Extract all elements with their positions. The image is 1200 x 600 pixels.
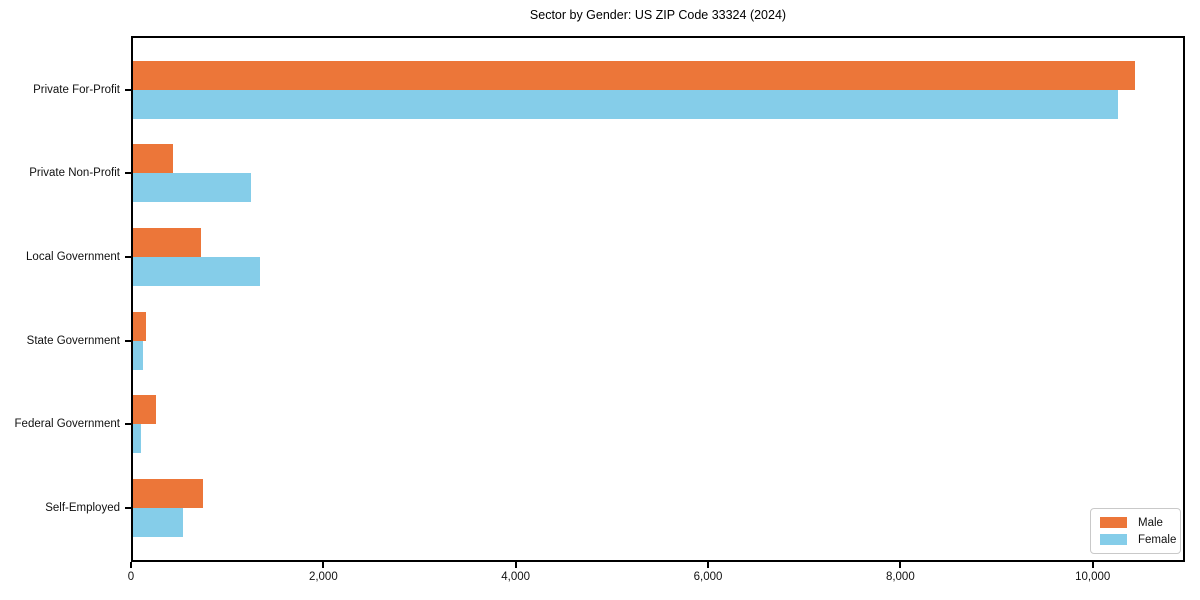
bar-male-federal-government	[133, 395, 156, 425]
y-tick-label-state-government: State Government	[26, 334, 120, 347]
bar-male-self-employed	[133, 479, 203, 508]
legend-swatch-male-icon	[1100, 517, 1127, 528]
y-tick-mark	[125, 172, 131, 175]
x-tick-label-0: 0	[127, 571, 135, 583]
bar-female-local-government	[133, 256, 260, 286]
x-tick-label-4000: 4,000	[501, 571, 531, 583]
y-tick-label-private-non-profit: Private Non-Profit	[29, 167, 120, 180]
y-tick-label-self-employed: Self-Employed	[45, 502, 120, 514]
bar-female-private-non-profit	[133, 173, 251, 203]
x-tick-label-8000: 8,000	[885, 571, 915, 583]
legend-entry-male: Male	[1100, 514, 1171, 531]
y-tick-mark	[125, 339, 131, 342]
chart-title: Sector by Gender: US ZIP Code 33324 (202…	[529, 8, 787, 22]
bar-male-private-non-profit	[133, 144, 173, 174]
x-tick-label-10000: 10,000	[1075, 571, 1111, 583]
bar-male-state-government	[133, 311, 146, 341]
x-tick-mark	[322, 562, 325, 568]
legend-label-female: Female	[1138, 533, 1177, 546]
legend: Male Female	[1090, 508, 1181, 554]
bar-male-private-for-profit	[133, 60, 1135, 90]
legend-entry-female: Female	[1100, 531, 1176, 548]
x-tick-mark	[707, 562, 709, 568]
y-tick-mark	[125, 423, 131, 426]
bar-female-state-government	[133, 340, 143, 370]
x-tick-mark	[1091, 562, 1094, 568]
bar-male-local-government	[133, 227, 201, 257]
y-tick-mark	[125, 88, 131, 91]
bar-female-private-for-profit	[133, 89, 1118, 119]
y-tick-mark	[125, 255, 131, 258]
plot-area	[131, 36, 1185, 562]
x-tick-mark	[130, 562, 132, 568]
x-tick-mark	[514, 562, 517, 568]
y-tick-mark	[125, 507, 131, 509]
legend-swatch-female-icon	[1100, 534, 1127, 545]
y-tick-label-local-government: Local Government	[26, 250, 120, 263]
x-tick-label-2000: 2,000	[308, 571, 338, 583]
x-tick-label-6000: 6,000	[693, 571, 723, 583]
y-tick-label-federal-government: Federal Government	[14, 418, 120, 431]
bar-female-self-employed	[133, 508, 184, 537]
bar-female-federal-government	[133, 424, 141, 454]
x-tick-mark	[899, 562, 902, 568]
y-tick-label-private-for-profit: Private For-Profit	[33, 83, 120, 96]
legend-label-male: Male	[1138, 516, 1163, 529]
